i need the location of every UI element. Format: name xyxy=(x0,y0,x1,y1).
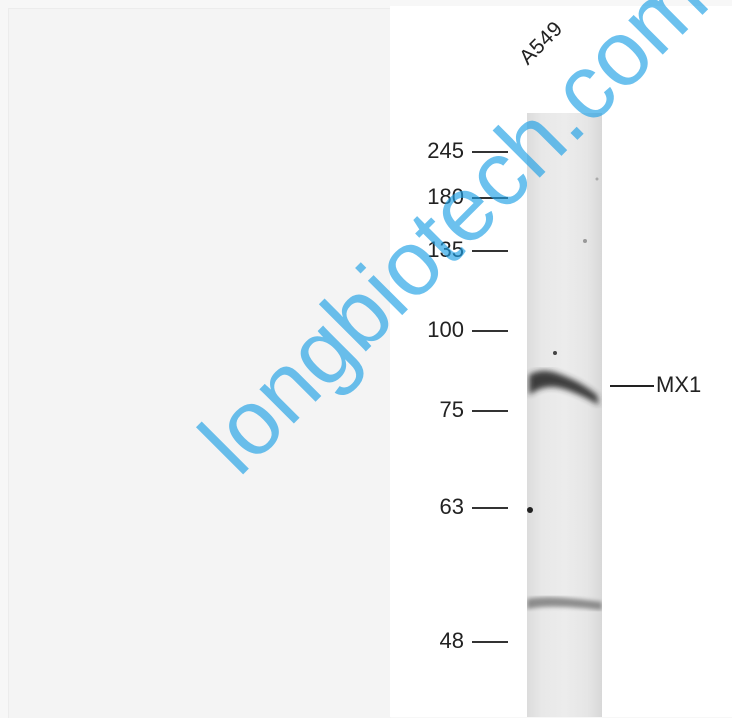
target-band-line xyxy=(610,385,654,387)
marker-label: 63 xyxy=(439,494,464,519)
blot-lane xyxy=(527,113,602,717)
marker-tick xyxy=(472,197,508,199)
band-48 xyxy=(527,597,602,610)
marker-180: 180 xyxy=(390,182,520,212)
marker-label: 100 xyxy=(427,317,464,342)
marker-63: 63 xyxy=(390,492,520,522)
mx1-band xyxy=(529,370,599,405)
marker-label: 245 xyxy=(427,138,464,163)
marker-label: 135 xyxy=(427,237,464,262)
marker-48: 48 xyxy=(390,626,520,656)
target-label: MX1 xyxy=(656,372,702,397)
marker-135: 135 xyxy=(390,235,520,265)
marker-label: 75 xyxy=(439,397,464,422)
marker-tick xyxy=(472,151,508,153)
marker-tick xyxy=(472,507,508,509)
blot-bands xyxy=(527,177,602,610)
marker-75: 75 xyxy=(390,395,520,425)
marker-tick xyxy=(472,330,508,332)
marker-245: 245 xyxy=(390,136,520,166)
marker-label: 48 xyxy=(439,628,464,653)
marker-label: 180 xyxy=(427,184,464,209)
marker-tick xyxy=(472,250,508,252)
left-panel xyxy=(0,0,390,717)
left-inner-panel xyxy=(8,8,391,718)
marker-100: 100 xyxy=(390,315,520,345)
marker-tick xyxy=(472,410,508,412)
marker-tick xyxy=(472,641,508,643)
